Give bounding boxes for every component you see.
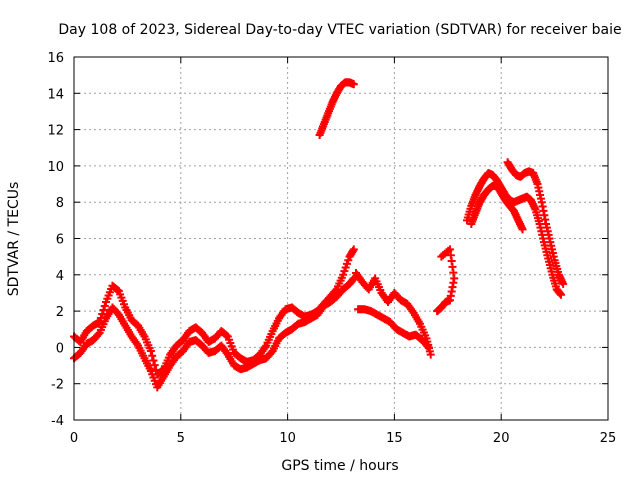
series-track-b xyxy=(70,274,358,392)
data-point xyxy=(559,279,568,288)
y-tick-label: -4 xyxy=(51,414,64,429)
x-tick-label: 0 xyxy=(70,431,78,446)
y-tick-label: 4 xyxy=(56,269,64,284)
data-point xyxy=(146,347,155,356)
x-tick-label: 10 xyxy=(279,431,296,446)
series-track-h xyxy=(467,181,527,234)
data-point xyxy=(349,80,358,89)
grid-lines xyxy=(74,57,608,420)
y-axis-label: SDTVAR / TECUs xyxy=(6,182,22,297)
data-point-fill xyxy=(100,302,109,311)
y-tick-label: 10 xyxy=(47,160,64,175)
data-point xyxy=(424,343,433,352)
data-point-fill xyxy=(113,286,122,295)
data-point-fill xyxy=(148,351,157,360)
chart-title: Day 108 of 2023, Sidereal Day-to-day VTE… xyxy=(58,22,621,38)
axis-ticks: 0 5 10 15 20 25 -4 -2 0 2 4 6 8 10 12 14 16 xyxy=(47,51,616,446)
data-point xyxy=(557,290,566,299)
x-tick-label: 15 xyxy=(386,431,403,446)
series-track-i xyxy=(503,158,568,288)
y-tick-label: 14 xyxy=(47,87,64,102)
data-point xyxy=(518,225,527,234)
y-tick-label: 16 xyxy=(47,51,64,66)
y-tick-label: 12 xyxy=(47,124,64,139)
y-tick-label: -2 xyxy=(51,378,64,393)
x-tick-label: 5 xyxy=(177,431,185,446)
data-point-fill xyxy=(99,306,108,315)
data-point xyxy=(437,252,446,261)
y-tick-label: 0 xyxy=(56,341,64,356)
series-track-e xyxy=(354,305,433,352)
data-point xyxy=(349,245,358,254)
x-axis-label: GPS time / hours xyxy=(281,458,398,474)
series-track-c xyxy=(315,78,358,140)
y-tick-label: 6 xyxy=(56,233,64,248)
data-point-fill xyxy=(149,356,158,365)
series-track-f xyxy=(433,245,459,316)
data-point xyxy=(426,350,435,359)
plot-frame xyxy=(73,56,609,421)
y-tick-label: 2 xyxy=(56,305,64,320)
x-tick-label: 20 xyxy=(493,431,510,446)
data-marks xyxy=(70,78,568,392)
data-point-fill xyxy=(423,341,432,350)
data-point-fill xyxy=(222,331,231,340)
y-tick-label: 8 xyxy=(56,196,64,211)
data-point-fill xyxy=(94,330,103,339)
x-tick-label: 25 xyxy=(600,431,617,446)
